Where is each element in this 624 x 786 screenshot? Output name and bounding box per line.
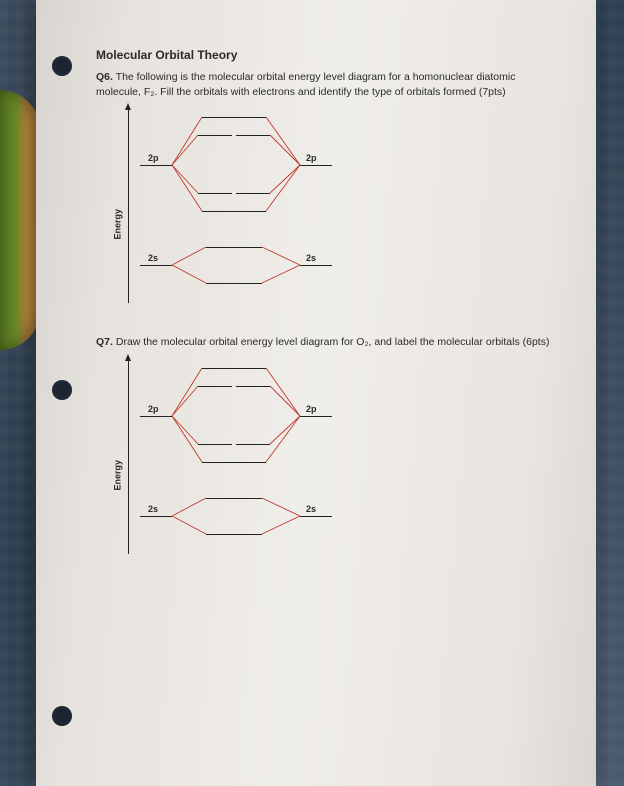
mo-diagram-q7: Energy 2p 2p 2s 2s <box>106 356 366 554</box>
correlation-lines <box>106 356 366 554</box>
question-7: Q7. Draw the molecular orbital energy le… <box>96 335 552 350</box>
table-object-left <box>0 90 40 350</box>
punch-hole <box>52 706 72 726</box>
question-6-text: The following is the molecular orbital e… <box>96 71 515 98</box>
question-6-label: Q6. <box>96 71 113 83</box>
punch-hole <box>52 380 72 400</box>
punch-hole <box>52 56 72 76</box>
worksheet-page: Molecular Orbital Theory Q6. The followi… <box>36 0 596 786</box>
question-7-text: Draw the molecular orbital energy level … <box>116 336 550 348</box>
question-7-label: Q7. <box>96 336 113 348</box>
mo-diagram-q6: Energy 2p 2p 2s 2s <box>106 105 366 303</box>
section-title: Molecular Orbital Theory <box>96 48 552 62</box>
question-6: Q6. The following is the molecular orbit… <box>96 70 552 99</box>
correlation-lines <box>106 105 366 303</box>
